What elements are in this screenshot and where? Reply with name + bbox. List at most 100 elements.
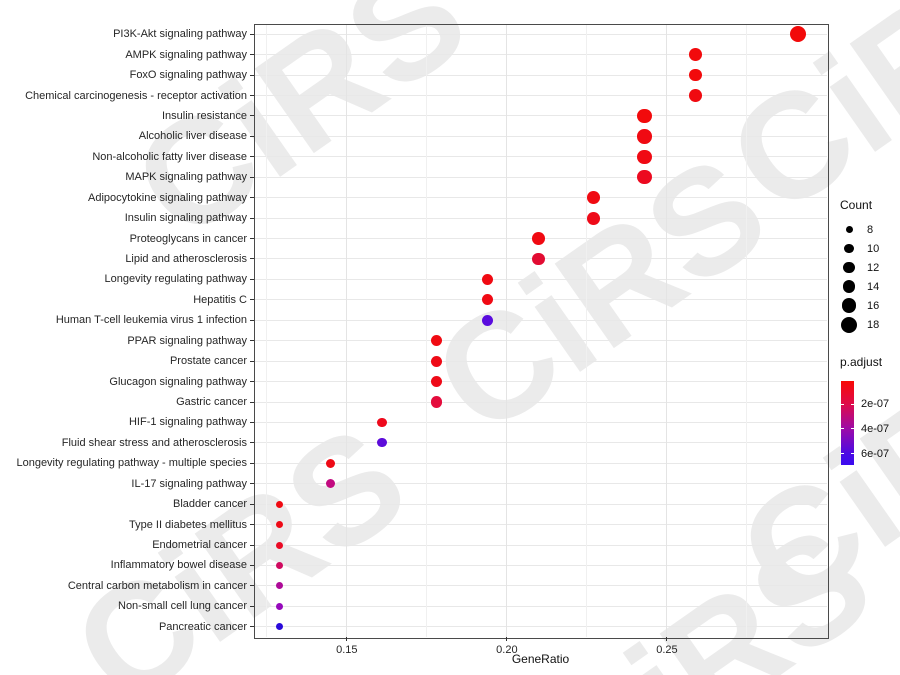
y-axis-label: Longevity regulating pathway [104,273,247,286]
pathway-dot [276,582,284,590]
plot-panel [254,24,829,639]
y-axis-label: Human T-cell leukemia virus 1 infection [55,314,247,327]
pathway-dot [637,129,652,144]
y-tick-mark [250,115,254,117]
y-axis-label: Non-alcoholic fatty liver disease [92,150,247,163]
y-tick-mark [250,319,254,321]
padjust-tick-label: 6e-07 [861,447,890,460]
pathway-dot [326,458,336,468]
y-axis-label: Insulin signaling pathway [124,212,247,225]
v-major-gridline [506,24,508,637]
pathway-dot [482,294,494,306]
count-legend-dot-box [840,316,858,334]
count-legend-value: 14 [867,280,880,293]
y-tick-mark [250,564,254,566]
y-tick-mark [250,299,254,301]
h-gridline [254,217,827,219]
y-tick-mark [250,217,254,219]
y-axis-label: Endometrial cancer [152,539,247,552]
count-legend-dot [842,280,856,293]
y-axis-label: Gastric cancer [176,396,247,409]
v-minor-gridline [426,24,428,637]
x-tick-mark [506,637,508,641]
pathway-dot [689,89,703,102]
h-gridline [254,340,827,342]
h-gridline [254,462,827,464]
count-legend-item: 18 [840,315,879,334]
pathway-dot [276,561,284,569]
padjust-legend: p.adjust 2e-07 4e-07 6e-07 [840,355,900,472]
pathway-dot [790,26,807,43]
pathway-dot [532,252,546,266]
pathway-dot [326,479,336,489]
y-axis-label: Type II diabetes mellitus [128,518,247,531]
pathway-dot [430,335,442,347]
padjust-tick-label: 4e-07 [861,422,890,435]
y-axis-label: AMPK signaling pathway [125,48,247,61]
h-gridline [254,401,827,403]
y-axis-label: Bladder cancer [173,498,247,511]
y-tick-mark [250,626,254,628]
pathway-dot [430,376,442,388]
y-tick-mark [250,585,254,587]
y-tick-mark [250,524,254,526]
count-legend-dot [841,316,857,333]
pathway-dot [689,48,703,62]
y-axis-label: MAPK signaling pathway [125,171,247,184]
y-axis-label: FoxO signaling pathway [129,69,247,82]
y-axis-label: Hepatitis C [193,293,247,306]
padjust-colorbar-tick [841,428,844,430]
y-axis-label: Non-small cell lung cancer [118,600,247,613]
pathway-dot [637,170,652,185]
count-legend-dot [843,261,855,274]
h-gridline [254,564,827,566]
y-tick-mark [250,197,254,199]
y-axis-label: Inflammatory bowel disease [110,559,247,572]
h-gridline [254,585,827,587]
pathway-dot [276,602,284,610]
pathway-dot [586,211,600,225]
padjust-colorbar-tick [851,403,854,405]
x-tick-label: 0.25 [656,644,678,656]
y-tick-mark [250,544,254,546]
y-axis-label: Adipocytokine signaling pathway [88,191,247,204]
y-tick-mark [250,33,254,35]
pathway-dot [586,191,600,205]
y-axis-label: IL-17 signaling pathway [131,477,247,490]
h-gridline [254,381,827,383]
y-tick-mark [250,278,254,280]
pathway-dot [430,355,442,367]
v-minor-gridline [746,24,748,637]
v-minor-gridline [586,24,588,637]
count-legend-item: 12 [840,258,879,277]
y-tick-mark [250,156,254,158]
y-axis-label: Longevity regulating pathway - multiple … [16,457,247,470]
y-tick-mark [250,503,254,505]
pathway-dot [276,623,284,631]
pathway-dot [637,149,652,165]
count-legend-dot-box [840,221,858,239]
count-legend-title: Count [840,198,873,212]
h-gridline [254,95,827,97]
h-gridline [254,197,827,199]
y-axis-label: Fluid shear stress and atherosclerosis [61,436,247,449]
y-axis-label: Proteoglycans in cancer [129,232,247,245]
y-tick-mark [250,258,254,260]
count-legend-dot-box [840,259,858,277]
h-gridline [254,544,827,546]
y-axis-label: PPAR signaling pathway [127,334,247,347]
y-axis-label: Pancreatic cancer [158,620,247,633]
count-legend-value: 8 [867,223,874,236]
h-gridline [254,299,827,301]
count-legend-dot [844,243,854,254]
count-legend-dot [845,226,853,233]
y-axis-label: Lipid and atherosclerosis [125,252,247,265]
h-gridline [254,503,827,505]
y-tick-mark [250,54,254,56]
padjust-legend-body: 2e-07 4e-07 6e-07 [840,377,900,472]
h-gridline [254,115,827,117]
padjust-colorbar-tick [851,453,854,455]
y-axis-label: Prostate cancer [169,355,247,368]
count-legend-value: 12 [867,261,880,274]
h-gridline [254,176,827,178]
